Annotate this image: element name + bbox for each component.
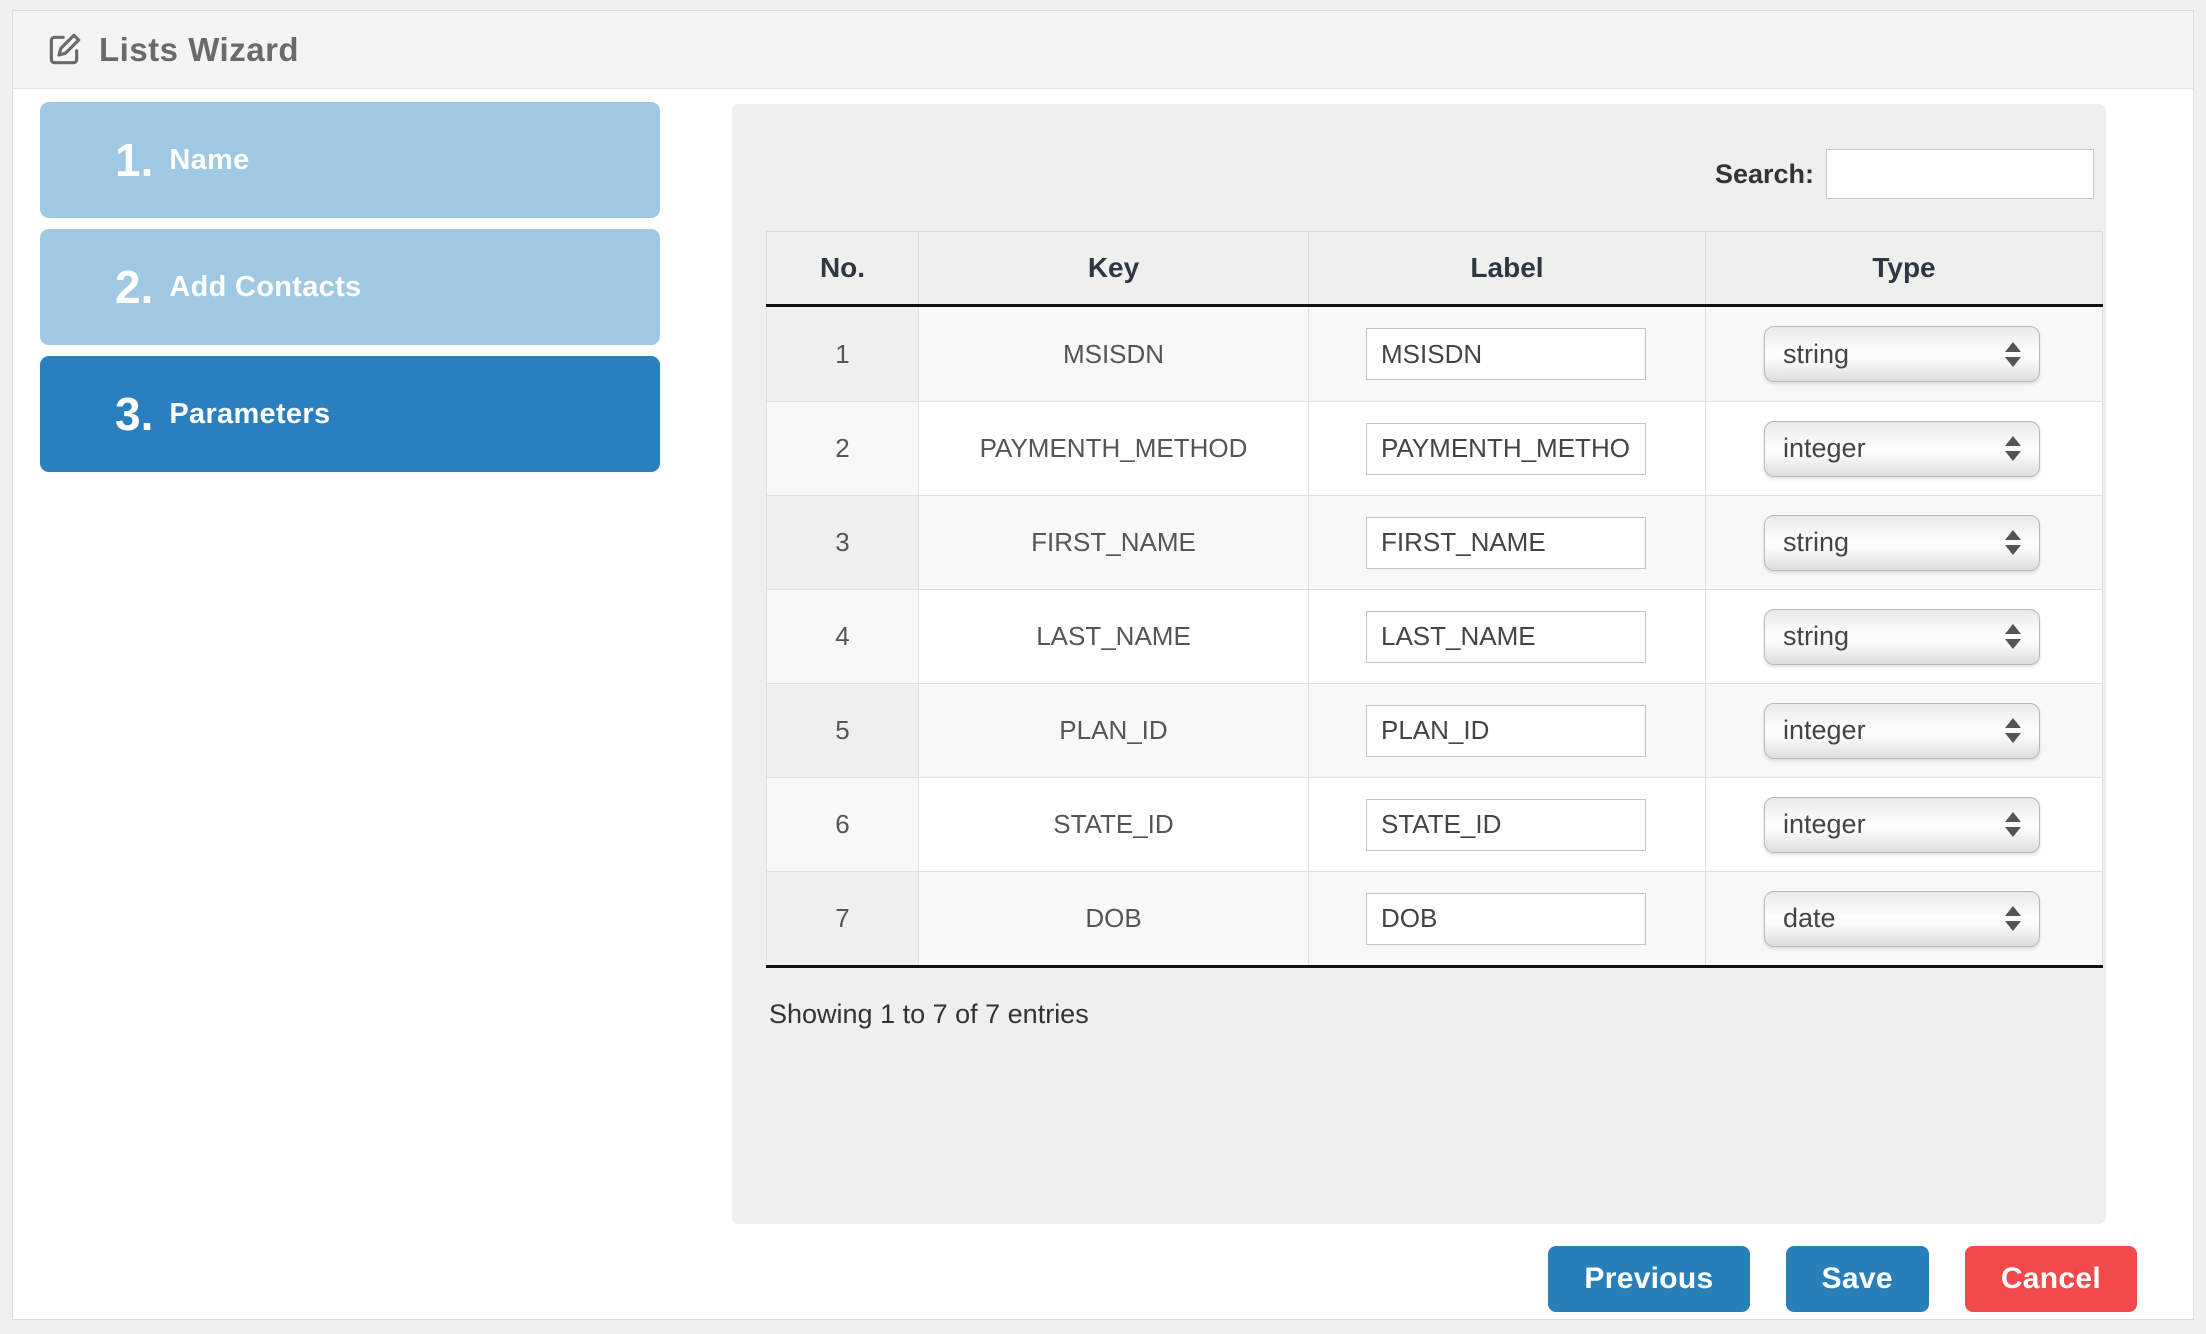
step-number: 3. [115, 388, 154, 440]
type-select-value: string [1783, 621, 1850, 651]
key-cell: PLAN_ID [918, 684, 1308, 777]
type-select-value: integer [1783, 809, 1866, 839]
type-select-value: integer [1783, 433, 1866, 463]
type-select[interactable]: string [1764, 608, 2040, 665]
card-header: Lists Wizard [13, 11, 2193, 89]
label-input[interactable] [1366, 328, 1646, 380]
type-cell: string [1705, 307, 2103, 401]
select-arrows-icon [2005, 624, 2021, 649]
column-header-type[interactable]: Type [1705, 232, 2103, 304]
step-number: 1. [115, 134, 154, 186]
row-number-cell: 1 [766, 307, 918, 401]
select-arrows-icon [2005, 718, 2021, 743]
key-cell: PAYMENTH_METHOD [918, 402, 1308, 495]
label-cell [1308, 684, 1705, 777]
column-header-label[interactable]: Label [1308, 232, 1705, 304]
label-cell [1308, 778, 1705, 871]
label-cell [1308, 402, 1705, 495]
table-row: 3 FIRST_NAME string [766, 495, 2103, 589]
entries-summary: Showing 1 to 7 of 7 entries [769, 999, 1089, 1029]
key-cell: DOB [918, 872, 1308, 965]
table-row: 4 LAST_NAME string [766, 589, 2103, 683]
row-number-cell: 4 [766, 590, 918, 683]
label-input[interactable] [1366, 610, 1646, 663]
type-select-value: string [1783, 338, 1850, 369]
select-arrows-icon [2005, 436, 2021, 461]
search-row: Search: [1715, 149, 2094, 199]
step-3-parameters[interactable]: 3. Parameters [40, 356, 660, 472]
table-row: 5 PLAN_ID integer [766, 683, 2103, 777]
edit-square-icon [45, 31, 83, 69]
parameters-table: No. Key Label Type 1 MSISDN string 2 PAY… [766, 231, 2103, 968]
lists-wizard-card: Lists Wizard 1. Name 2. Add Contacts 3. … [12, 10, 2194, 1320]
type-select[interactable]: string [1764, 514, 2040, 571]
step-2-add-contacts[interactable]: 2. Add Contacts [40, 229, 660, 345]
save-button[interactable]: Save [1785, 1246, 1929, 1312]
label-cell [1308, 872, 1705, 965]
label-input[interactable] [1366, 798, 1646, 851]
row-number-cell: 2 [766, 402, 918, 495]
previous-button[interactable]: Previous [1548, 1246, 1750, 1312]
table-row: 6 STATE_ID integer [766, 777, 2103, 871]
step-label: Add Contacts [169, 270, 362, 303]
row-number-cell: 3 [766, 496, 918, 589]
type-select[interactable]: integer [1764, 420, 2040, 477]
type-select[interactable]: string [1764, 326, 2040, 382]
type-cell: string [1705, 496, 2103, 589]
label-input[interactable] [1366, 704, 1646, 757]
select-arrows-icon [2005, 812, 2021, 837]
type-cell: integer [1705, 402, 2103, 495]
table-body: 1 MSISDN string 2 PAYMENTH_METHOD intege… [766, 307, 2103, 968]
step-number: 2. [115, 261, 154, 313]
table-header-row: No. Key Label Type [766, 231, 2103, 307]
label-input[interactable] [1366, 516, 1646, 569]
type-cell: string [1705, 590, 2103, 683]
key-cell: MSISDN [918, 307, 1308, 401]
column-header-no[interactable]: No. [766, 232, 918, 304]
select-arrows-icon [2005, 341, 2021, 367]
type-select[interactable]: date [1764, 890, 2040, 947]
type-select-value: integer [1783, 715, 1866, 745]
key-cell: STATE_ID [918, 778, 1308, 871]
search-label: Search: [1714, 158, 1814, 189]
row-number-cell: 7 [766, 872, 918, 965]
cancel-button[interactable]: Cancel [1964, 1246, 2137, 1312]
row-number-cell: 5 [766, 684, 918, 777]
label-input[interactable] [1366, 892, 1646, 945]
label-cell [1308, 496, 1705, 589]
type-cell: integer [1705, 778, 2103, 871]
parameters-panel: Search: No. Key Label Type 1 MSISDN stri… [732, 104, 2106, 1224]
wizard-steps-sidebar: 1. Name 2. Add Contacts 3. Parameters [40, 102, 660, 472]
label-input[interactable] [1366, 422, 1646, 475]
step-label: Parameters [169, 397, 331, 430]
step-1-name[interactable]: 1. Name [40, 102, 660, 218]
table-row: 2 PAYMENTH_METHOD integer [766, 401, 2103, 495]
label-cell [1308, 590, 1705, 683]
type-cell: date [1705, 872, 2103, 965]
table-row: 1 MSISDN string [766, 307, 2103, 401]
key-cell: FIRST_NAME [918, 496, 1308, 589]
label-cell [1308, 307, 1705, 401]
step-label: Name [169, 143, 250, 176]
row-number-cell: 6 [766, 778, 918, 871]
type-select-value: string [1783, 527, 1850, 557]
key-cell: LAST_NAME [918, 590, 1308, 683]
select-arrows-icon [2005, 906, 2021, 931]
search-input[interactable] [1826, 149, 2094, 199]
table-row: 7 DOB date [766, 871, 2103, 965]
page-title: Lists Wizard [99, 30, 300, 68]
type-cell: integer [1705, 684, 2103, 777]
select-arrows-icon [2005, 530, 2021, 555]
type-select[interactable]: integer [1764, 796, 2040, 853]
type-select-value: date [1783, 903, 1836, 933]
column-header-key[interactable]: Key [918, 232, 1308, 304]
type-select[interactable]: integer [1764, 702, 2040, 759]
footer-actions: Previous Save Cancel [1548, 1246, 2137, 1312]
